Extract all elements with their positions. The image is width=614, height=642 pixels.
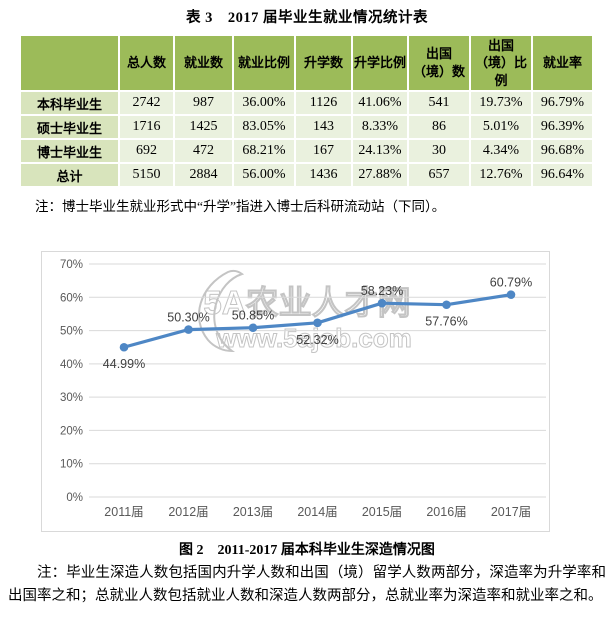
employment-stats-table: 总人数 就业数 就业比例 升学数 升学比例 出国（境）数 出国（境）比例 就业率 本科毕业生 2… [19, 34, 594, 188]
header-cell: 就业数 [173, 34, 234, 92]
header-cell: 就业比例 [232, 34, 296, 92]
header-cell-empty [19, 34, 120, 92]
data-label: 44.99% [103, 357, 145, 371]
x-tick-label: 2013届 [233, 505, 273, 519]
y-tick-label: 60% [60, 292, 83, 304]
table-cell: 2884 [173, 162, 234, 188]
data-labels: 44.99% 50.30% 50.85% 52.32% 58.23% 57.76% 60.7… [103, 276, 532, 372]
table-cell: 96.68% [531, 138, 594, 164]
header-cell: 出国（境）比例 [469, 34, 533, 92]
table-row: 本科毕业生 2742 987 36.00% 1126 41.06% 541 19.73% 96.… [19, 90, 594, 116]
row-label: 本科毕业生 [19, 90, 120, 116]
table-cell: 96.64% [531, 162, 594, 188]
document-page: { "page": { "table_title": "表 3 2017 届毕业… [0, 6, 614, 642]
table-cell: 1425 [173, 114, 234, 140]
y-tick-label: 20% [60, 425, 83, 437]
line-chart-canvas: 5A农业人才网www.5ajob.com0%10%20%30%40%50%60%… [60, 259, 546, 519]
table-cell: 86 [407, 114, 471, 140]
table-cell: 30 [407, 138, 471, 164]
header-cell: 总人数 [118, 34, 175, 92]
table-body: 本科毕业生 2742 987 36.00% 1126 41.06% 541 19.73% 96.… [19, 90, 594, 188]
data-label: 52.32% [296, 333, 338, 347]
data-point [377, 298, 387, 308]
data-label: 58.23% [361, 284, 403, 298]
table-cell: 987 [173, 90, 234, 116]
data-point [442, 300, 451, 310]
data-point [184, 325, 193, 334]
table-note: 注：博士毕业生就业形式中“升学”指进入博士后科研流动站（下同）。 [35, 199, 446, 214]
table-cell: 143 [294, 114, 353, 140]
table-head: 总人数 就业数 就业比例 升学数 升学比例 出国（境）数 出国（境）比例 就业率 [19, 34, 594, 92]
header-cell: 就业率 [531, 34, 594, 92]
watermark-text-line1: 5A农业人才网 [203, 284, 410, 321]
table-cell: 12.76% [469, 162, 533, 188]
table-cell: 56.00% [232, 162, 296, 188]
data-label: 57.76% [425, 315, 467, 329]
watermark-logo-icon [198, 269, 245, 353]
y-tick-label: 0% [66, 492, 83, 504]
row-label: 硕士毕业生 [19, 114, 120, 140]
table-cell: 2742 [118, 90, 175, 116]
table-cell: 5150 [118, 162, 175, 188]
y-tick-label: 30% [60, 392, 83, 404]
row-label: 总计 [19, 162, 120, 188]
header-cell: 升学数 [294, 34, 353, 92]
line-chart-figure: 5A农业人才网 www.5ajob.com 0% 10% 20% 30% 40% 50% 60%… [41, 251, 550, 532]
data-label: 60.79% [490, 276, 532, 290]
x-tick-label: 2014届 [297, 505, 337, 519]
gridlines [89, 263, 546, 498]
table-cell: 24.13% [351, 138, 409, 164]
x-tick-label: 2015届 [362, 505, 402, 519]
table-cell: 68.21% [232, 138, 296, 164]
table-row: 硕士毕业生 1716 1425 83.05% 143 8.33% 86 5.01% 96.39% [19, 114, 594, 140]
table-cell: 83.05% [232, 114, 296, 140]
x-tick-label: 2016届 [426, 505, 466, 519]
table-cell: 96.79% [531, 90, 594, 116]
table-cell: 27.88% [351, 162, 409, 188]
table-cell: 1126 [294, 90, 353, 116]
table-cell: 472 [173, 138, 234, 164]
y-tick-label: 50% [60, 326, 83, 338]
table-cell: 36.00% [232, 90, 296, 116]
data-label: 50.30% [167, 311, 209, 325]
x-tick-label: 2011届 [104, 505, 143, 519]
table-cell: 692 [118, 138, 175, 164]
y-axis-labels: 0% 10% 20% 30% 40% 50% 60% 70% [60, 259, 83, 504]
table-row: 博士毕业生 692 472 68.21% 167 24.13% 30 4.34% 96.68% [19, 138, 594, 164]
table-cell: 19.73% [469, 90, 533, 116]
y-tick-label: 70% [60, 259, 83, 271]
table-cell: 167 [294, 138, 353, 164]
table-cell: 541 [407, 90, 471, 116]
x-tick-label: 2012届 [168, 505, 208, 519]
data-label: 50.85% [232, 309, 274, 323]
header-cell: 出国（境）数 [407, 34, 471, 92]
table-cell: 1716 [118, 114, 175, 140]
table-cell: 657 [407, 162, 471, 188]
header-row: 总人数 就业数 就业比例 升学数 升学比例 出国（境）数 出国（境）比例 就业率 [19, 34, 594, 92]
table-cell: 1436 [294, 162, 353, 188]
y-tick-label: 40% [60, 359, 83, 371]
table-cell: 8.33% [351, 114, 409, 140]
table-cell: 4.34% [469, 138, 533, 164]
row-label: 博士毕业生 [19, 138, 120, 164]
header-cell: 升学比例 [351, 34, 409, 92]
table-cell: 41.06% [351, 90, 409, 116]
table-title: 表 3 2017 届毕业生就业情况统计表 [186, 10, 428, 26]
figure-note: 注：毕业生深造人数包括国内升学人数和出国（境）留学人数两部分，深造率为升学率和出… [8, 565, 606, 605]
data-point [313, 318, 322, 328]
table-cell: 5.01% [469, 114, 533, 140]
x-tick-label: 2017届 [491, 505, 531, 519]
data-point [506, 290, 516, 299]
x-axis-labels: 2011届 2012届 2013届 2014届 2015届 2016届 2017届 [104, 505, 531, 519]
data-point [119, 342, 129, 352]
table-row: 总计 5150 2884 56.00% 1436 27.88% 657 12.76% 96.64… [19, 162, 594, 188]
table-cell: 96.39% [531, 114, 594, 140]
figure-caption: 图 2 2011-2017 届本科毕业生深造情况图 [179, 543, 435, 558]
data-point [248, 323, 258, 333]
y-tick-label: 10% [60, 459, 83, 471]
data-points [119, 290, 516, 352]
